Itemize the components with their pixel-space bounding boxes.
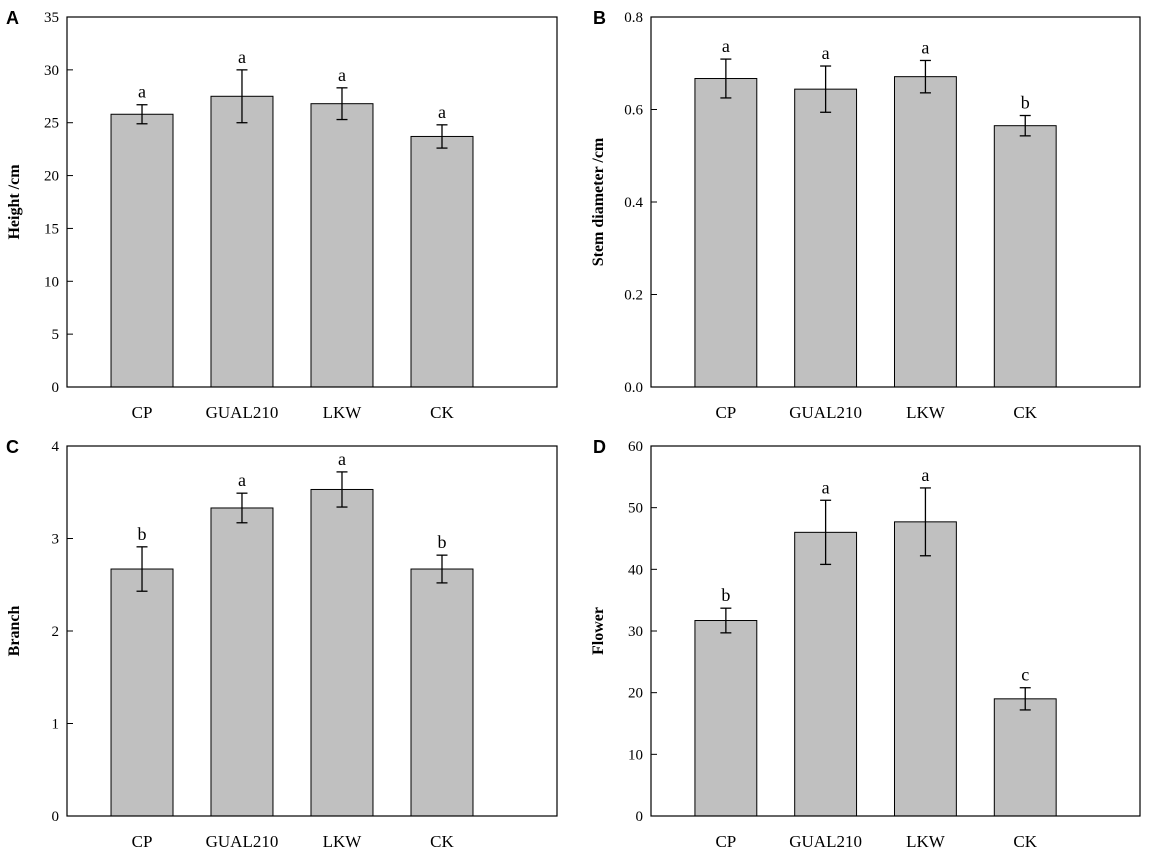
y-tick-label: 2 xyxy=(52,624,60,640)
significance-label: a xyxy=(238,47,246,67)
panel-letter: D xyxy=(593,437,606,457)
y-tick-label: 15 xyxy=(44,221,59,237)
bar xyxy=(794,88,858,388)
significance-label: a xyxy=(722,36,730,56)
significance-label: b xyxy=(138,524,147,544)
y-tick-label: 20 xyxy=(628,686,643,702)
significance-label: a xyxy=(338,449,346,469)
panel-letter: B xyxy=(593,8,606,28)
significance-label: a xyxy=(822,477,830,497)
bar xyxy=(694,620,758,817)
significance-label: c xyxy=(1021,665,1029,685)
panel-letter: C xyxy=(6,437,19,457)
chart-panel-c: Cb CP a GUAL210 a LKW b CK 0 1 2 3 4 Branch xyxy=(6,437,558,851)
bar xyxy=(893,76,957,388)
y-tick-label: 60 xyxy=(628,439,643,455)
x-tick-label: CK xyxy=(430,403,454,422)
bar xyxy=(210,95,274,388)
y-tick-label: 0.2 xyxy=(624,288,643,304)
y-tick-label: 30 xyxy=(628,624,643,640)
bar xyxy=(794,531,858,817)
x-tick-label: CK xyxy=(430,832,454,851)
x-tick-label: GUAL210 xyxy=(789,832,862,851)
y-tick-label: 40 xyxy=(628,562,643,578)
bar xyxy=(110,113,174,388)
y-axis-title: Stem diameter /cm xyxy=(590,137,607,266)
y-tick-label: 20 xyxy=(44,169,59,185)
significance-label: a xyxy=(822,43,830,63)
y-tick-label: 4 xyxy=(52,439,60,455)
y-tick-label: 0 xyxy=(52,380,60,396)
chart-panel-a: Aa CP a GUAL210 a LKW a CK 0 5 10 15 20 25 30 35 Height … xyxy=(6,8,558,422)
bar xyxy=(310,488,374,817)
bar xyxy=(893,521,957,817)
significance-label: b xyxy=(1021,93,1030,113)
significance-label: b xyxy=(437,532,446,552)
significance-label: a xyxy=(138,82,146,102)
y-tick-label: 0.4 xyxy=(624,195,643,211)
x-tick-label: GUAL210 xyxy=(206,403,279,422)
y-tick-label: 50 xyxy=(628,501,643,517)
bar xyxy=(694,78,758,388)
y-tick-label: 0.8 xyxy=(624,10,643,26)
significance-label: a xyxy=(921,37,929,57)
y-tick-label: 3 xyxy=(52,532,60,548)
significance-label: a xyxy=(338,65,346,85)
x-tick-label: LKW xyxy=(906,832,946,851)
y-tick-label: 0 xyxy=(52,809,60,825)
y-tick-label: 0.6 xyxy=(624,103,643,119)
plot-frame xyxy=(66,16,558,388)
significance-label: a xyxy=(438,102,446,122)
y-tick-label: 30 xyxy=(44,63,59,79)
y-tick-label: 5 xyxy=(52,327,60,343)
y-axis-title: Height /cm xyxy=(6,164,23,240)
bar xyxy=(110,568,174,817)
significance-label: a xyxy=(238,470,246,490)
x-tick-label: CP xyxy=(715,832,736,851)
x-tick-label: GUAL210 xyxy=(789,403,862,422)
x-tick-label: LKW xyxy=(323,403,363,422)
bar xyxy=(410,135,474,388)
plot-frame xyxy=(66,445,558,817)
x-tick-label: CP xyxy=(132,832,153,851)
significance-label: b xyxy=(721,585,730,605)
plot-frame xyxy=(650,445,1141,817)
x-tick-label: CK xyxy=(1013,403,1037,422)
y-tick-label: 10 xyxy=(44,274,59,290)
plot-frame xyxy=(650,16,1141,388)
panel-letter: A xyxy=(6,8,19,28)
bar xyxy=(210,507,274,817)
bar xyxy=(410,568,474,817)
x-tick-label: CP xyxy=(715,403,736,422)
significance-label: a xyxy=(921,465,929,485)
y-tick-label: 25 xyxy=(44,116,59,132)
y-tick-label: 0 xyxy=(636,809,644,825)
x-tick-label: GUAL210 xyxy=(206,832,279,851)
y-axis-title: Flower xyxy=(590,607,607,655)
bar xyxy=(993,125,1057,388)
x-tick-label: CP xyxy=(132,403,153,422)
x-tick-label: LKW xyxy=(906,403,946,422)
bar xyxy=(993,698,1057,817)
x-tick-label: LKW xyxy=(323,832,363,851)
y-tick-label: 10 xyxy=(628,747,643,763)
y-tick-label: 0.0 xyxy=(624,380,643,396)
y-tick-label: 35 xyxy=(44,10,59,26)
y-tick-label: 1 xyxy=(52,717,60,733)
y-axis-title: Branch xyxy=(6,606,23,657)
chart-panel-d: Db CP a GUAL210 a LKW c CK 0 10 20 30 40 50 60 Flower xyxy=(590,437,1141,851)
bar xyxy=(310,103,374,388)
chart-panel-b: Ba CP a GUAL210 a LKW b CK 0.0 0.2 0.4 0.6 0.8 Stem d… xyxy=(590,8,1141,422)
x-tick-label: CK xyxy=(1013,832,1037,851)
